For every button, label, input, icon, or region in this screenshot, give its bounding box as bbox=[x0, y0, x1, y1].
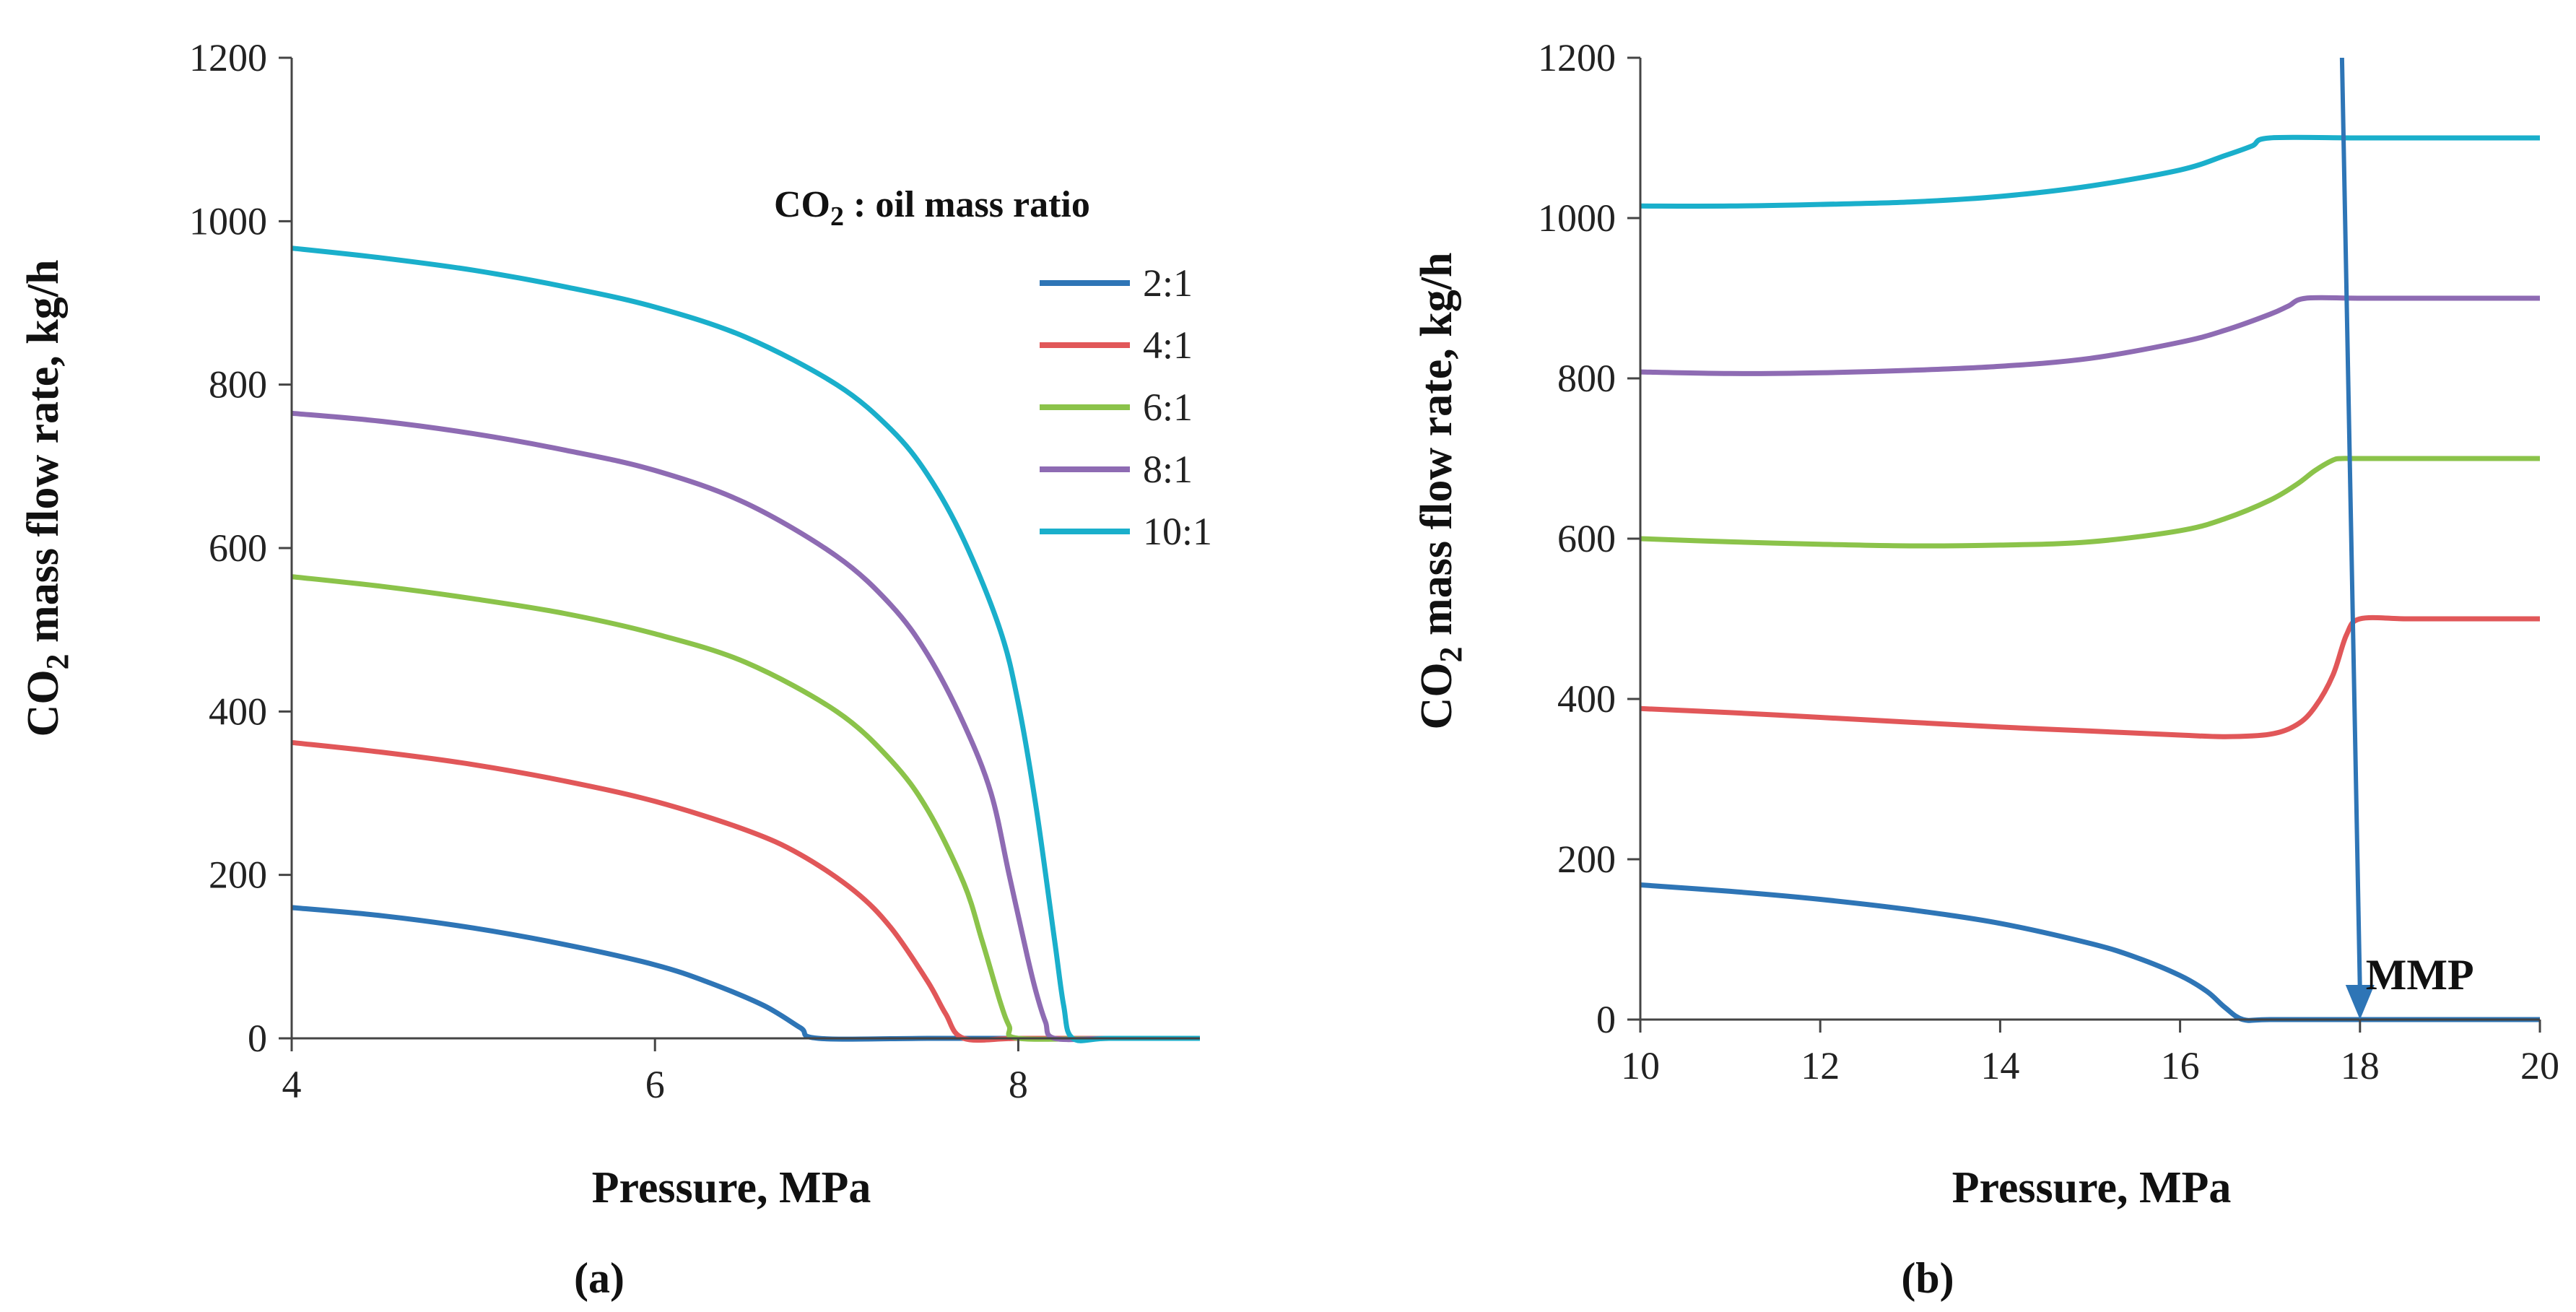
y-tick-label: 400 bbox=[209, 690, 267, 733]
panel-a-legend: CO2 : oil mass ratio 2:1 4:1 6:1 8:1 10:1 bbox=[774, 184, 1212, 553]
panel-a-tick-labels: 0 200 400 600 800 1000 1200 4 6 8 bbox=[189, 36, 1028, 1106]
panel-a-series bbox=[291, 246, 1200, 1043]
panel-b-tick-labels: 0 200 400 600 800 1000 1200 10 12 14 16 18 20 bbox=[1538, 36, 2559, 1087]
y-tick-label: 200 bbox=[1557, 838, 1616, 881]
legend-entries: 2:1 4:1 6:1 8:1 10:1 bbox=[1040, 261, 1212, 553]
y-tick-label: 1200 bbox=[1538, 36, 1616, 79]
x-tick-label: 8 bbox=[1009, 1063, 1028, 1106]
series-line-6-to-1 bbox=[1640, 456, 2540, 549]
x-tick-label: 6 bbox=[645, 1063, 665, 1106]
x-tick-label: 12 bbox=[1801, 1044, 1840, 1087]
series-line-10-to-1 bbox=[291, 246, 1200, 1043]
series-line-6-to-1 bbox=[291, 574, 1200, 1042]
y-tick-label: 1000 bbox=[1538, 196, 1616, 240]
panel-b-axes bbox=[1627, 56, 2541, 1033]
series-line-4-to-1 bbox=[1640, 614, 2540, 739]
y-tick-label: 600 bbox=[1557, 517, 1616, 560]
panel-b-caption: (b) bbox=[1901, 1254, 1954, 1302]
x-tick-label: 10 bbox=[1621, 1044, 1660, 1087]
panel-b-y-axis-label: CO2 mass flow rate, kg/h bbox=[1412, 253, 1468, 730]
y-tick-label: 600 bbox=[209, 526, 267, 570]
y-tick-label: 200 bbox=[209, 853, 267, 897]
legend-label: 6:1 bbox=[1143, 386, 1193, 429]
mmp-arrow-head bbox=[2345, 985, 2375, 1020]
x-tick-label: 14 bbox=[1980, 1044, 2019, 1087]
legend-label: 2:1 bbox=[1143, 261, 1193, 305]
panel-b-series bbox=[1640, 134, 2540, 1023]
y-tick-label: 0 bbox=[1596, 998, 1616, 1041]
y-tick-label: 800 bbox=[1557, 357, 1616, 400]
panel-a-x-axis-label: Pressure, MPa bbox=[592, 1163, 871, 1212]
series-line-8-to-1 bbox=[291, 410, 1200, 1043]
mmp-arrow-line bbox=[2339, 57, 2362, 991]
panel-a-caption: (a) bbox=[574, 1254, 625, 1302]
legend-label: 4:1 bbox=[1143, 323, 1193, 367]
panel-b-x-axis-label: Pressure, MPa bbox=[1952, 1163, 2232, 1212]
mmp-label: MMP bbox=[2366, 951, 2474, 999]
legend-label: 10:1 bbox=[1143, 510, 1212, 553]
y-tick-label: 400 bbox=[1557, 677, 1616, 721]
panel-a-axes bbox=[279, 56, 1200, 1051]
y-tick-label: 1000 bbox=[189, 199, 267, 243]
y-tick-label: 1200 bbox=[189, 36, 267, 79]
x-tick-label: 20 bbox=[2520, 1044, 2559, 1087]
chart-panel-a: 0 200 400 600 800 1000 1200 4 6 8 Pressure, MPa C… bbox=[19, 36, 1212, 1302]
series-line-10-to-1 bbox=[1640, 134, 2540, 209]
legend-label: 8:1 bbox=[1143, 448, 1193, 491]
y-tick-label: 0 bbox=[248, 1017, 267, 1060]
y-tick-label: 800 bbox=[209, 363, 267, 407]
x-tick-label: 16 bbox=[2161, 1044, 2200, 1087]
legend-title: CO2 : oil mass ratio bbox=[774, 184, 1090, 232]
panel-a-y-axis-label: CO2 mass flow rate, kg/h bbox=[19, 260, 75, 737]
mmp-annotation: MMP bbox=[2339, 57, 2474, 1020]
series-line-8-to-1 bbox=[1640, 295, 2540, 376]
x-tick-label: 18 bbox=[2341, 1044, 2380, 1087]
chart-panel-b: 0 200 400 600 800 1000 1200 10 12 14 16 18 20 Pressu… bbox=[1412, 36, 2559, 1302]
x-tick-label: 4 bbox=[282, 1063, 302, 1106]
